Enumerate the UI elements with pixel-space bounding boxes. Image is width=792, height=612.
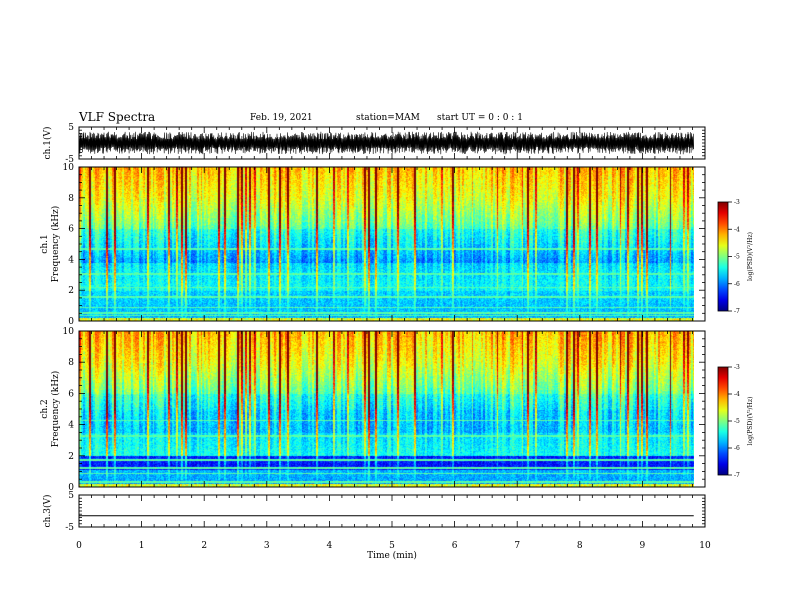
ytick-label: 5 xyxy=(68,491,74,501)
ytick-label: -5 xyxy=(65,523,74,533)
ytick-label: 8 xyxy=(68,194,74,204)
panel-ch1-spec xyxy=(78,166,706,322)
colorbar-tick-label: -5 xyxy=(734,418,740,425)
ytick-label: 10 xyxy=(63,327,75,337)
xtick-label: 2 xyxy=(201,541,207,551)
ylabel-channel-ch2-spec: ch.2 xyxy=(40,399,50,418)
colorbar-tick-label: -5 xyxy=(734,254,740,261)
colorbar-tick-label: -6 xyxy=(734,445,740,452)
colorbar-tick-label: -4 xyxy=(734,226,740,233)
xlabel: Time (min) xyxy=(367,550,417,561)
spectrogram-ch2-spec xyxy=(79,331,694,487)
xtick-label: 10 xyxy=(699,541,711,551)
xtick-label: 5 xyxy=(389,541,395,551)
ytick-label: 0 xyxy=(68,317,74,327)
xtick-label: 7 xyxy=(514,541,520,551)
colorbar-tick-label: -3 xyxy=(734,364,740,371)
ytick-label: 4 xyxy=(68,255,74,265)
xtick-label: 4 xyxy=(327,541,333,551)
spectrogram-ch1-spec xyxy=(79,167,694,321)
colorbar-1 xyxy=(717,201,732,312)
chart-title: VLF Spectra xyxy=(79,110,156,124)
xtick-label: 6 xyxy=(452,541,458,551)
ylabel-ch3-wave: ch.3(V) xyxy=(42,495,53,528)
colorbar-tick-label: -3 xyxy=(734,199,740,206)
colorbar-scale xyxy=(717,366,729,476)
ytick-label: 0 xyxy=(68,483,74,493)
colorbar-tick-label: -6 xyxy=(734,281,740,288)
colorbar-tick-label: -4 xyxy=(734,391,740,398)
ytick-label: 5 xyxy=(68,123,74,133)
colorbar-tick-label: -7 xyxy=(734,472,740,479)
ytick-label: 2 xyxy=(68,452,74,462)
ylabel-freq-ch2-spec: Frequency (kHz) xyxy=(50,371,61,448)
ytick-label: 8 xyxy=(68,358,74,368)
ylabel-freq-ch1-spec: Frequency (kHz) xyxy=(50,206,61,283)
station-label: station=MAM xyxy=(356,113,420,123)
ytick-label: 10 xyxy=(63,163,75,173)
date-label: Feb. 19, 2021 xyxy=(250,113,313,123)
ylabel-ch1-wave: ch.1(V) xyxy=(42,127,53,160)
xtick-label: 0 xyxy=(76,541,82,551)
ylabel-channel-ch1-spec: ch.1 xyxy=(40,234,50,253)
xtick-label: 8 xyxy=(577,541,583,551)
panel-ch1-wave xyxy=(78,126,706,160)
xtick-label: 3 xyxy=(264,541,270,551)
colorbar-2 xyxy=(717,366,732,476)
panel-ch2-spec xyxy=(78,330,706,488)
ytick-label: 2 xyxy=(68,286,74,296)
start-time-label: start UT = 0 : 0 : 1 xyxy=(437,113,523,123)
xtick-label: 9 xyxy=(640,541,646,551)
ytick-label: -5 xyxy=(65,155,74,165)
ytick-label: 6 xyxy=(68,225,74,235)
ytick-label: 4 xyxy=(68,421,74,431)
colorbar-tick-label: -7 xyxy=(734,308,740,315)
colorbar-scale xyxy=(717,201,729,312)
waveform-ch1-wave xyxy=(78,131,694,155)
panel-ch3-wave xyxy=(78,494,706,528)
ytick-label: 6 xyxy=(68,389,74,399)
colorbar-label: log(PSD)(V²/Hz) xyxy=(747,232,754,281)
colorbar-label: log(PSD)(V²/Hz) xyxy=(747,397,754,446)
xtick-label: 1 xyxy=(139,541,145,551)
